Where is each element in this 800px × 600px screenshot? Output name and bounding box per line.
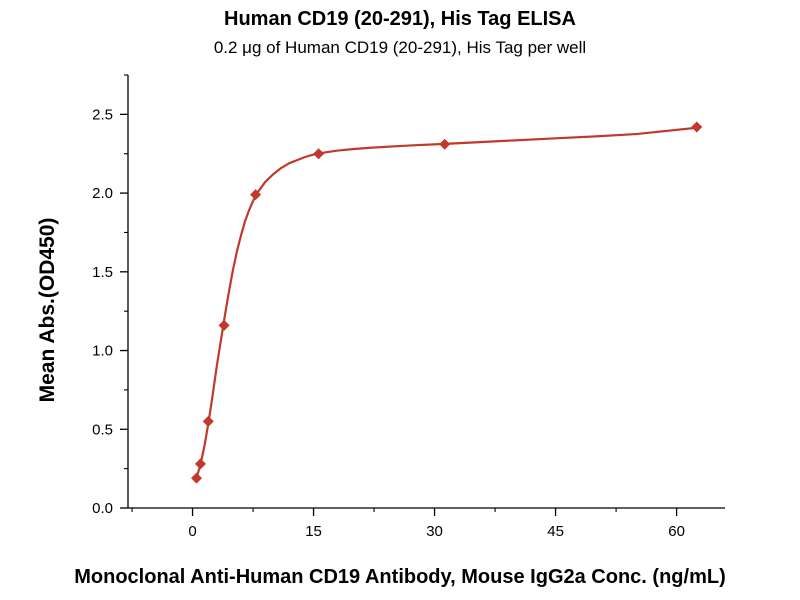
x-tick-label: 45 bbox=[547, 523, 564, 540]
x-tick-label: 0 bbox=[188, 523, 196, 540]
data-point bbox=[691, 121, 703, 133]
x-tick-label: 30 bbox=[426, 523, 443, 540]
data-point bbox=[202, 415, 214, 427]
y-tick-label: 2.5 bbox=[92, 106, 113, 123]
axes: 0.0 0.5 1.0 1.5 2.0 2.5 0 15 30 45 60 bbox=[92, 74, 725, 540]
fit-curve-group bbox=[195, 126, 697, 479]
y-tick-label: 2.0 bbox=[92, 185, 113, 202]
x-tick-label: 60 bbox=[668, 523, 685, 540]
y-tick-label: 1.5 bbox=[92, 264, 113, 281]
data-point bbox=[439, 138, 451, 150]
x-axis-title: Monoclonal Anti-Human CD19 Antibody, Mou… bbox=[74, 566, 725, 588]
x-tick-label: 15 bbox=[305, 523, 322, 540]
data-point bbox=[313, 148, 325, 160]
chart-title: Human CD19 (20-291), His Tag ELISA bbox=[224, 8, 576, 30]
y-tick-label: 0.5 bbox=[92, 421, 113, 438]
data-point bbox=[250, 189, 262, 201]
data-point bbox=[218, 319, 230, 331]
fit-curve-line bbox=[195, 126, 697, 479]
y-tick-label: 1.0 bbox=[92, 343, 113, 360]
data-points-group bbox=[190, 121, 703, 484]
y-axis-title: Mean Abs.(OD450) bbox=[36, 218, 59, 403]
data-point bbox=[194, 458, 206, 470]
data-point bbox=[190, 472, 202, 484]
y-tick-label: 0.0 bbox=[92, 500, 113, 517]
chart-subtitle: 0.2 μg of Human CD19 (20-291), His Tag p… bbox=[213, 38, 587, 57]
